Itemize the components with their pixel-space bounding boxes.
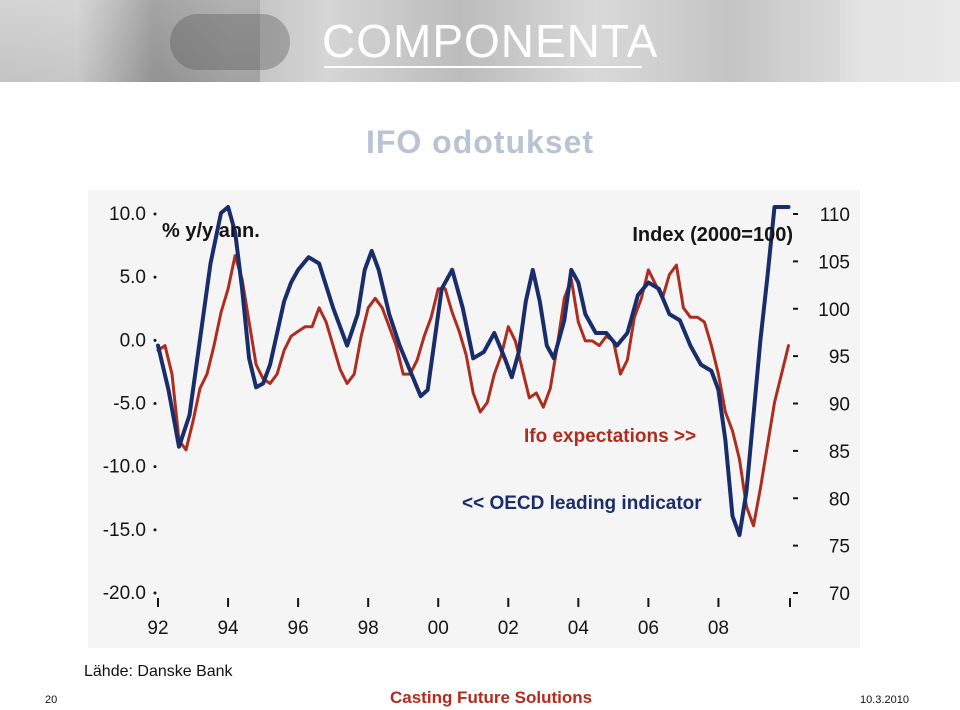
right-tick-label: 100	[818, 300, 850, 321]
right-tick-label: 105	[818, 252, 850, 273]
right-tick-label: 80	[829, 489, 850, 510]
page-number: 20	[45, 694, 58, 706]
chart-background	[88, 190, 860, 648]
right-axis-label: Index (2000=100)	[632, 224, 793, 246]
oecd-annotation: << OECD leading indicator	[462, 493, 702, 514]
left-tick-mark	[153, 528, 157, 532]
left-tick-mark	[153, 275, 157, 279]
source-note: Lähde: Danske Bank	[84, 663, 233, 680]
header-banner: COMPONENTA	[0, 0, 960, 82]
left-tick-label: -5.0	[113, 394, 146, 415]
left-tick-mark	[153, 338, 157, 342]
right-tick-label: 90	[829, 395, 850, 416]
left-tick-label: -10.0	[103, 457, 146, 478]
brand-logo: COMPONENTA	[322, 15, 659, 67]
right-tick-label: 75	[829, 537, 850, 558]
left-tick-mark	[153, 212, 157, 216]
left-tick-label: -15.0	[103, 520, 146, 541]
x-tick-label: 02	[498, 618, 519, 639]
left-tick-label: 5.0	[120, 267, 146, 288]
slide-title: IFO odotukset	[365, 124, 595, 160]
x-tick-label: 04	[568, 618, 590, 639]
left-tick-mark	[153, 465, 157, 469]
banner-photo-highlight	[0, 0, 260, 82]
right-tick-label: 110	[820, 205, 850, 226]
brand-logo-underline	[324, 66, 642, 68]
ifo-annotation: Ifo expectations >>	[524, 426, 696, 447]
left-axis-label: % y/y ann.	[162, 220, 260, 242]
x-tick-label: 96	[288, 618, 309, 639]
banner-photo-shadow	[170, 14, 290, 70]
slide-date: 10.3.2010	[860, 694, 909, 706]
right-tick-label: 95	[829, 347, 850, 368]
x-tick-label: 00	[428, 618, 449, 639]
left-tick-mark	[153, 402, 157, 405]
oecd-leading-indicator-line	[156, 205, 791, 538]
banner-photo-edge	[840, 0, 960, 82]
right-tick-label: 85	[829, 442, 850, 463]
x-tick-label: 92	[147, 618, 168, 639]
x-tick-label: 98	[358, 618, 379, 639]
left-tick-label: -20.0	[103, 583, 146, 604]
x-tick-label: 06	[638, 618, 659, 639]
left-tick-mark	[153, 591, 157, 595]
left-tick-label: 10.0	[109, 204, 146, 225]
right-tick-label: 70	[829, 584, 850, 605]
x-tick-label: 94	[217, 618, 239, 639]
company-tagline: Casting Future Solutions	[390, 688, 593, 707]
x-tick-label: 08	[708, 618, 729, 639]
left-tick-label: 0.0	[120, 330, 146, 351]
ifo-expectations-line	[156, 254, 790, 528]
